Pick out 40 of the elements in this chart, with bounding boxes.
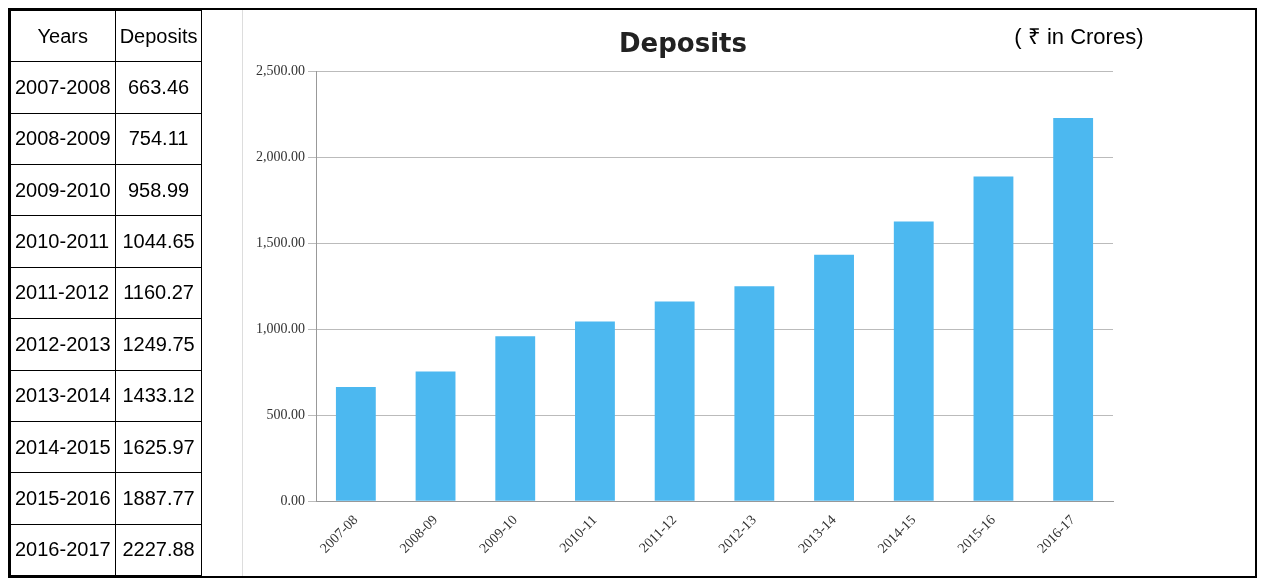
y-tick-label: 2,500.00 bbox=[256, 62, 306, 78]
bar bbox=[973, 176, 1014, 501]
bar bbox=[336, 387, 377, 501]
text: 2014-2015 bbox=[10, 421, 116, 473]
y-tick-label: 500.00 bbox=[266, 406, 306, 422]
chart-title: Deposits bbox=[619, 28, 748, 59]
bar bbox=[495, 336, 536, 501]
text: Deposits bbox=[115, 10, 202, 62]
bar bbox=[734, 286, 775, 501]
text: 1887.77 bbox=[115, 472, 202, 525]
text: Years bbox=[10, 10, 116, 62]
text: 2016-2017 bbox=[10, 524, 116, 576]
text: 2010-2011 bbox=[10, 215, 116, 268]
text: 958.99 bbox=[115, 164, 202, 216]
text: 1249.75 bbox=[115, 318, 202, 371]
text: 1044.65 bbox=[115, 215, 202, 268]
text: 2009-2010 bbox=[10, 164, 116, 216]
text: 663.46 bbox=[115, 61, 202, 114]
bar bbox=[1053, 118, 1094, 501]
text: 2015-2016 bbox=[10, 472, 116, 525]
bar bbox=[894, 221, 935, 501]
y-tick-label: 2,000.00 bbox=[256, 148, 306, 164]
bar bbox=[575, 321, 616, 501]
text: 2012-2013 bbox=[10, 318, 116, 371]
y-tick-label: 0.00 bbox=[280, 492, 306, 508]
y-tick-label: 1,000.00 bbox=[256, 320, 306, 336]
bar bbox=[416, 371, 456, 501]
text: 1433.12 bbox=[115, 370, 202, 422]
text: 2011-2012 bbox=[10, 267, 116, 319]
y-tick-label: 1,500.00 bbox=[256, 234, 306, 250]
bar bbox=[655, 301, 696, 501]
text: 2007-2008 bbox=[10, 61, 116, 114]
text: ( ₹ in Crores) bbox=[1014, 23, 1144, 50]
text: 2008-2009 bbox=[10, 113, 116, 165]
text: 2227.88 bbox=[115, 524, 202, 576]
text: 1160.27 bbox=[115, 267, 202, 319]
bar bbox=[814, 254, 855, 501]
text: 754.11 bbox=[115, 113, 202, 165]
text: 2013-2014 bbox=[10, 370, 116, 422]
text: 1625.97 bbox=[115, 421, 202, 473]
